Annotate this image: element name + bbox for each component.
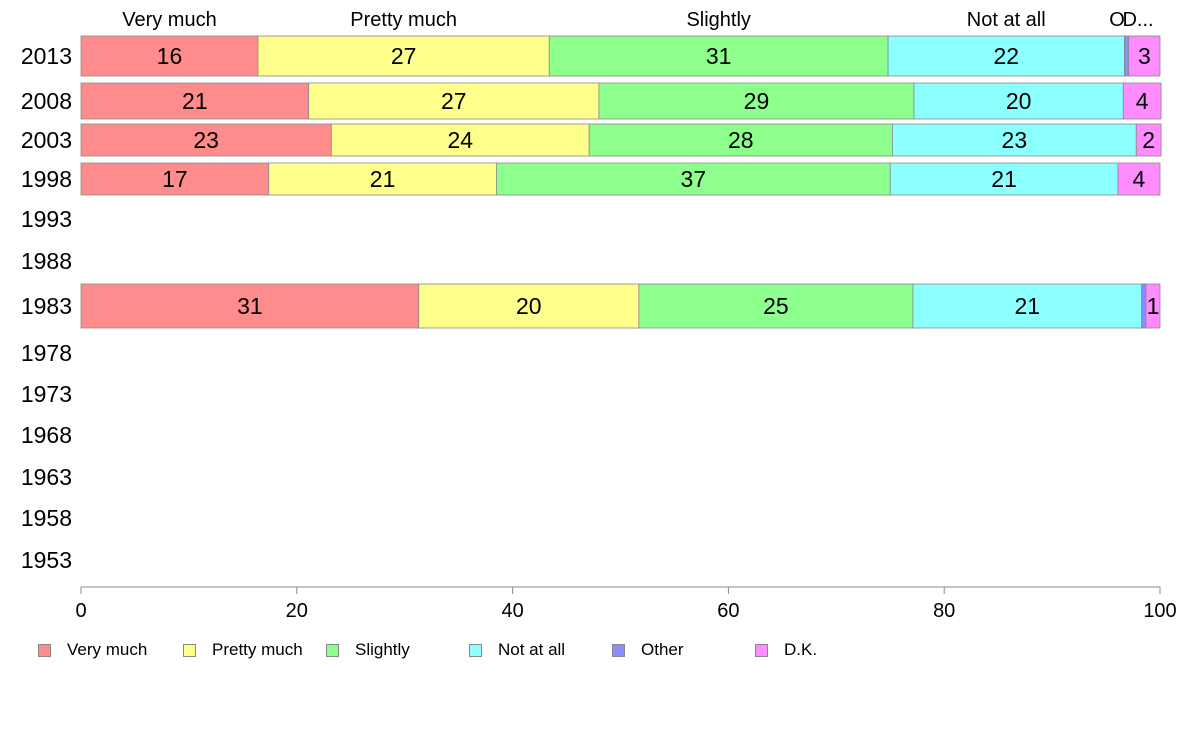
data-label-2013-not-at-all: 22 (993, 43, 1019, 69)
legend-label-pretty-much: Pretty much (212, 640, 303, 659)
data-label-2003-very-much: 23 (193, 127, 219, 153)
top-series-label-very-much: Very much (122, 9, 216, 31)
bar-2003-pretty-much (330, 123, 590, 157)
legend-swatch-dk (755, 643, 768, 657)
legend-item-other: Other (612, 638, 684, 662)
data-label-1998-not-at-all: 21 (991, 166, 1017, 192)
legend-swatch-very-much (38, 643, 51, 657)
legend-label-not-at-all: Not at all (498, 640, 566, 659)
legend-swatch-slightly (326, 643, 339, 657)
bar-1998-slightly (496, 162, 891, 196)
data-label-2003-pretty-much: 24 (447, 127, 473, 153)
legend-item-pretty-much: Pretty much (183, 638, 303, 662)
y-tick-label-2003: 2003 (21, 127, 72, 153)
legend-item-slightly: Slightly (326, 638, 410, 662)
top-series-label-o: O (1109, 9, 1125, 31)
bar-1998-pretty-much (268, 162, 497, 196)
bar-1998-d-k (1117, 162, 1161, 196)
legend-label-dk: D.K. (784, 640, 818, 659)
bar-2013-other (1123, 35, 1130, 77)
bar-1983-slightly (638, 283, 914, 329)
bar-2008-pretty-much (308, 82, 600, 120)
y-tick-label-1988: 1988 (21, 248, 72, 274)
bar-2013-pretty-much (257, 35, 550, 77)
legend-swatch-pretty-much (183, 643, 196, 657)
data-label-2008-d-k: 4 (1136, 88, 1149, 114)
top-series-label-d: D... (1122, 9, 1153, 31)
legend-item-very-much: Very much (38, 638, 147, 662)
legend-label-slightly: Slightly (355, 640, 410, 659)
y-tick-label-1963: 1963 (21, 464, 72, 490)
bar-2003-slightly (588, 123, 893, 157)
bar-1983-pretty-much (418, 283, 640, 329)
x-tick-label-80: 80 (933, 600, 955, 622)
legend-label-other: Other (641, 640, 684, 659)
data-label-1983-very-much: 31 (237, 293, 263, 319)
x-tick-label-100: 100 (1143, 600, 1176, 622)
bar-1983-d-k (1145, 283, 1161, 329)
y-tick-label-1973: 1973 (21, 381, 72, 407)
y-tick-label-1958: 1958 (21, 505, 72, 531)
x-tick-label-20: 20 (286, 600, 308, 622)
y-tick-label-1993: 1993 (21, 206, 72, 232)
bar-2013-d-k (1128, 35, 1161, 77)
bar-1998-not-at-all (889, 162, 1119, 196)
top-series-label-not-at-all: Not at all (967, 9, 1046, 31)
bar-2008-slightly (598, 82, 915, 120)
bar-1998-very-much (80, 162, 270, 196)
y-tick-label-2008: 2008 (21, 88, 72, 114)
bar-2013-not-at-all (887, 35, 1125, 77)
data-label-2008-not-at-all: 20 (1006, 88, 1032, 114)
legend: Very much Pretty much Slightly Not at al… (38, 638, 1178, 662)
y-tick-label-1978: 1978 (21, 340, 72, 366)
bar-2013-slightly (548, 35, 889, 77)
data-label-2008-very-much: 21 (182, 88, 208, 114)
legend-item-dk: D.K. (755, 638, 817, 662)
data-label-1998-very-much: 17 (162, 166, 188, 192)
y-tick-label-1983: 1983 (21, 293, 72, 319)
data-label-1983-slightly: 25 (763, 293, 789, 319)
data-label-2003-not-at-all: 23 (1002, 127, 1028, 153)
data-label-1998-d-k: 4 (1133, 166, 1146, 192)
bar-1983-very-much (80, 283, 420, 329)
y-tick-label-1968: 1968 (21, 422, 72, 448)
legend-swatch-other (612, 643, 625, 657)
data-label-1983-not-at-all: 21 (1014, 293, 1040, 319)
legend-label-very-much: Very much (67, 640, 148, 659)
data-label-2008-pretty-much: 27 (441, 88, 467, 114)
y-tick-label-2013: 2013 (21, 43, 72, 69)
bar-2013-very-much (80, 35, 259, 77)
bar-1983-other (1141, 283, 1147, 329)
data-label-2013-slightly: 31 (706, 43, 732, 69)
y-tick-label-1998: 1998 (21, 166, 72, 192)
data-label-2008-slightly: 29 (744, 88, 770, 114)
data-label-1983-pretty-much: 20 (516, 293, 542, 319)
data-label-1983-d-k: 1 (1147, 293, 1160, 319)
bar-2008-very-much (80, 82, 310, 120)
bar-2003-d-k (1135, 123, 1162, 157)
legend-swatch-not-at-all (469, 643, 482, 657)
x-tick-label-0: 0 (75, 600, 86, 622)
bar-2008-d-k (1122, 82, 1162, 120)
bar-2008-not-at-all (913, 82, 1124, 120)
bar-2003-not-at-all (892, 123, 1137, 157)
top-series-label-slightly: Slightly (686, 9, 750, 31)
data-label-2013-d-k: 3 (1138, 43, 1151, 69)
data-label-1998-slightly: 37 (681, 166, 707, 192)
x-tick-label-40: 40 (501, 600, 523, 622)
data-label-2013-pretty-much: 27 (391, 43, 417, 69)
data-label-1998-pretty-much: 21 (370, 166, 396, 192)
x-tick-label-60: 60 (717, 600, 739, 622)
legend-item-not-at-all: Not at all (469, 638, 565, 662)
top-series-label-pretty-much: Pretty much (350, 9, 457, 31)
y-tick-label-1953: 1953 (21, 547, 72, 573)
data-label-2003-slightly: 28 (728, 127, 754, 153)
data-label-2003-d-k: 2 (1142, 127, 1155, 153)
data-label-2013-very-much: 16 (157, 43, 183, 69)
